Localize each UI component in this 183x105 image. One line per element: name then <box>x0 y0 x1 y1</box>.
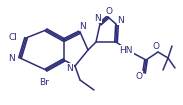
Text: O: O <box>106 7 113 16</box>
Text: N: N <box>95 14 101 22</box>
Text: O: O <box>152 41 160 51</box>
Text: HN: HN <box>119 45 133 54</box>
Text: Cl: Cl <box>9 33 17 41</box>
Text: N: N <box>118 16 124 24</box>
Text: O: O <box>135 72 143 81</box>
Text: N: N <box>80 22 86 30</box>
Text: N: N <box>9 54 15 62</box>
Text: Br: Br <box>39 77 49 87</box>
Text: N: N <box>67 64 73 72</box>
